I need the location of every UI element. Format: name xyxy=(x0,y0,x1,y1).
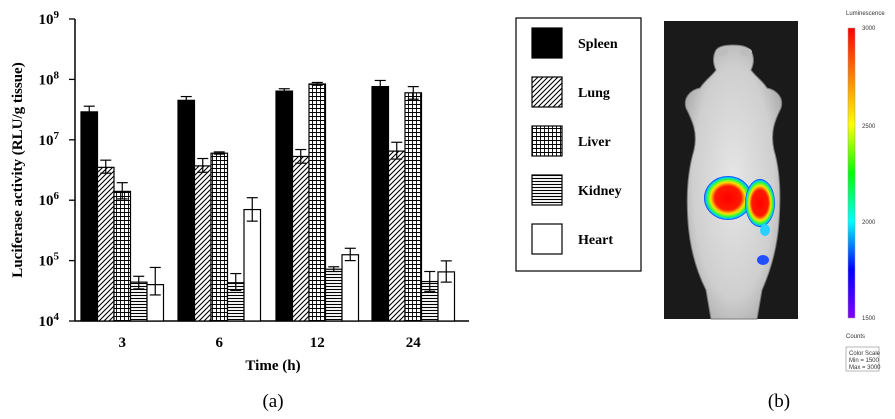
color-scale-min: Min = 1500 xyxy=(849,358,880,364)
color-bar-title: Luminescence xyxy=(846,11,885,17)
bar-heart-12h xyxy=(341,254,360,322)
error-bar-spleen-24h xyxy=(374,79,386,93)
color-bar-tick-2000: 2000 xyxy=(862,220,876,226)
legend-swatch-heart xyxy=(531,223,563,255)
bars xyxy=(80,79,456,322)
bar-liver-24h xyxy=(404,92,423,322)
color-scale-box xyxy=(845,346,880,372)
color-bar-gradient xyxy=(847,27,856,319)
bar-liver-12h xyxy=(308,83,327,322)
y-tick-label-6: 106 xyxy=(39,190,60,209)
y-tick-label-9: 109 xyxy=(39,9,60,28)
legend-swatch-liver xyxy=(531,125,563,157)
y-tick-label-5: 105 xyxy=(39,251,60,270)
legend: Spleen Lung Liver Kidney Heart xyxy=(515,17,642,272)
legend-label-heart: Heart xyxy=(578,233,613,248)
bar-heart-6h xyxy=(243,208,262,322)
error-bar-spleen-12h xyxy=(278,88,290,95)
error-bar-heart-3h xyxy=(149,266,161,296)
error-bar-liver-6h xyxy=(213,151,225,155)
error-bar-liver-24h xyxy=(407,85,419,100)
luminescence-color-bar: Luminescence 3000 2500 2000 1500 Counts … xyxy=(845,11,885,372)
signal-spleen-left xyxy=(704,176,752,220)
error-bar-kidney-3h xyxy=(133,275,145,290)
x-tick-label-6: 6 xyxy=(216,335,224,351)
error-bar-kidney-6h xyxy=(230,272,242,292)
bar-liver-6h xyxy=(210,152,229,322)
bar-spleen-12h xyxy=(275,90,294,322)
legend-label-liver: Liver xyxy=(578,135,611,150)
left-ear xyxy=(716,48,728,56)
error-bar-liver-3h xyxy=(116,182,128,200)
color-bar-tick-2500: 2500 xyxy=(862,124,876,130)
color-bar-tick-1500: 1500 xyxy=(862,316,876,322)
error-bar-kidney-24h xyxy=(424,270,436,292)
y-ticks: 104 105 106 107 108 109 xyxy=(39,9,75,330)
x-ticks: 3 6 12 24 xyxy=(119,335,422,351)
bar-lung-3h xyxy=(96,166,115,322)
bar-lung-12h xyxy=(291,155,310,322)
bar-spleen-6h xyxy=(177,99,196,322)
error-bar-liver-12h xyxy=(311,81,323,86)
color-bar-units: Counts xyxy=(846,334,865,340)
legend-swatch-kidney xyxy=(531,174,563,206)
bar-spleen-24h xyxy=(371,85,390,322)
color-scale-label: Color Scale xyxy=(849,351,881,357)
bioluminescence-image xyxy=(664,21,798,320)
legend-label-kidney: Kidney xyxy=(578,184,622,199)
x-tick-label-24: 24 xyxy=(406,335,422,351)
y-tick-label-4: 104 xyxy=(39,311,60,330)
x-tick-label-12: 12 xyxy=(310,335,325,351)
bar-lung-24h xyxy=(387,150,406,322)
error-bar-heart-24h xyxy=(440,260,452,283)
panel-b-label: (b) xyxy=(768,391,790,412)
legend-swatch-spleen xyxy=(531,27,563,59)
bar-spleen-3h xyxy=(80,111,99,322)
signal-liver-spot xyxy=(760,224,770,236)
error-bar-heart-6h xyxy=(246,197,258,222)
error-bar-lung-3h xyxy=(100,159,112,174)
panel-a-label: (a) xyxy=(262,391,283,412)
legend-label-spleen: Spleen xyxy=(578,37,618,52)
color-bar-tick-3000: 3000 xyxy=(862,26,876,32)
bar-kidney-12h xyxy=(324,268,343,322)
y-tick-label-8: 108 xyxy=(39,69,60,88)
error-bar-spleen-3h xyxy=(83,105,95,117)
error-bar-spleen-6h xyxy=(180,95,192,105)
x-tick-label-3: 3 xyxy=(119,335,127,351)
y-tick-label-7: 107 xyxy=(39,130,60,149)
error-bar-kidney-12h xyxy=(328,266,340,273)
signal-lower-spot xyxy=(757,255,769,265)
bar-liver-3h xyxy=(113,190,132,322)
right-ear xyxy=(740,48,752,56)
error-bar-heart-12h xyxy=(344,247,356,262)
error-bar-lung-12h xyxy=(295,148,307,164)
color-scale-max: Max = 3000 xyxy=(849,365,881,371)
y-axis-title: Luciferase activity (RLU/g tissue) xyxy=(10,62,26,277)
signal-spleen-right xyxy=(745,179,775,227)
legend-label-lung: Lung xyxy=(578,86,610,101)
error-bar-lung-24h xyxy=(391,141,403,160)
legend-swatch-lung xyxy=(531,76,563,108)
bar-lung-6h xyxy=(193,165,212,322)
error-bar-lung-6h xyxy=(197,157,209,173)
x-axis-title: Time (h) xyxy=(245,358,300,374)
